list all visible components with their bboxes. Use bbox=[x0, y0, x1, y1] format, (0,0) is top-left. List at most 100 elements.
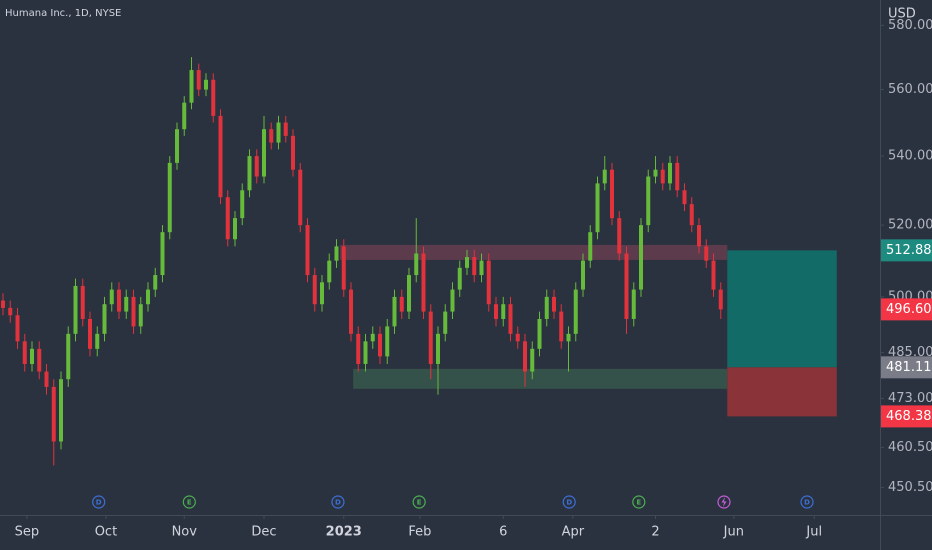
candle-body bbox=[117, 289, 121, 312]
layer-zones bbox=[340, 244, 837, 417]
candle-body bbox=[428, 311, 433, 364]
candle-body bbox=[588, 232, 593, 261]
candle-body bbox=[1, 300, 5, 308]
candle-body bbox=[465, 257, 469, 268]
candle-body bbox=[73, 285, 78, 334]
y-tick-label: 520.00 bbox=[888, 218, 932, 233]
lightning bbox=[721, 497, 727, 507]
event-circle bbox=[412, 495, 426, 509]
y-tick-label: 580.00 bbox=[888, 18, 932, 33]
candle-body bbox=[378, 333, 382, 357]
candle-body bbox=[370, 333, 375, 342]
x-tick-label: 2023 bbox=[326, 525, 362, 540]
price-label: 481.11 bbox=[886, 360, 932, 375]
candle-body bbox=[450, 289, 455, 312]
candle-body bbox=[617, 218, 622, 254]
candle-body bbox=[131, 296, 136, 327]
candle-body bbox=[138, 304, 143, 327]
candle-body bbox=[30, 348, 34, 364]
candle-body bbox=[175, 129, 179, 163]
candle-body bbox=[610, 169, 614, 219]
candle-body bbox=[573, 289, 578, 334]
candle-body bbox=[66, 333, 71, 380]
candle-body bbox=[595, 183, 600, 233]
candle-body bbox=[508, 304, 513, 334]
layer-candles bbox=[1, 57, 723, 466]
candle-body bbox=[44, 371, 49, 387]
candle-body bbox=[530, 348, 535, 372]
candle-body bbox=[102, 304, 107, 334]
candle-body bbox=[602, 169, 607, 184]
candle-body bbox=[436, 333, 440, 364]
candle-body bbox=[675, 162, 680, 191]
price-label-bg bbox=[881, 298, 932, 321]
candle-body bbox=[153, 275, 158, 290]
event-label: E bbox=[187, 499, 192, 507]
candle-body bbox=[566, 333, 571, 342]
candle-body bbox=[486, 260, 491, 305]
event-label: D bbox=[335, 499, 341, 507]
candle-body bbox=[196, 70, 201, 90]
event-circle bbox=[800, 495, 814, 509]
y-tick-label: 450.50 bbox=[888, 480, 932, 495]
candle-body bbox=[443, 311, 448, 334]
candle-body bbox=[414, 253, 419, 276]
event-label: E bbox=[636, 499, 641, 507]
candle-body bbox=[697, 225, 701, 247]
candle-body bbox=[689, 204, 694, 226]
candle-body bbox=[407, 275, 411, 312]
candle-body bbox=[305, 225, 310, 276]
target-box bbox=[727, 250, 837, 368]
candle-body bbox=[59, 379, 63, 442]
candle-body bbox=[704, 246, 709, 261]
candle-body bbox=[479, 260, 484, 276]
candle-body bbox=[211, 79, 216, 116]
candle-body bbox=[233, 218, 237, 240]
event-circle bbox=[182, 495, 196, 509]
candle-body bbox=[247, 156, 252, 191]
candle-body bbox=[298, 169, 303, 226]
event-label: E bbox=[417, 499, 422, 507]
candle-body bbox=[8, 307, 13, 316]
candle-body bbox=[182, 102, 187, 130]
candle-body bbox=[559, 311, 564, 342]
candle-body bbox=[167, 162, 172, 233]
candle-body bbox=[88, 318, 92, 349]
candle-body bbox=[624, 253, 629, 319]
event-label: D bbox=[804, 499, 810, 507]
candle-body bbox=[283, 122, 288, 136]
x-tick-label: Dec bbox=[251, 525, 276, 540]
candle-body bbox=[146, 289, 150, 305]
candle-body bbox=[218, 115, 223, 198]
candle-body bbox=[254, 156, 259, 177]
price-label: 496.60 bbox=[886, 302, 932, 317]
candle-body bbox=[341, 246, 346, 290]
candle-body bbox=[189, 70, 194, 103]
candle-body bbox=[544, 296, 549, 319]
candle-body bbox=[718, 289, 723, 310]
candle-body bbox=[320, 282, 324, 305]
zone bbox=[340, 244, 728, 260]
price-label-bg bbox=[881, 405, 932, 428]
zone bbox=[353, 368, 728, 389]
event-circle bbox=[632, 495, 646, 509]
candle-body bbox=[37, 348, 42, 372]
layer-axes: 450.50460.50473.00485.00500.00520.00540.… bbox=[15, 18, 932, 540]
candle-body bbox=[631, 289, 636, 319]
price-label: 468.38 bbox=[886, 409, 932, 424]
candle-body bbox=[711, 260, 716, 290]
event-label: D bbox=[96, 499, 102, 507]
candle-body bbox=[385, 326, 390, 357]
candle-body bbox=[276, 122, 281, 143]
candle-body bbox=[95, 333, 100, 349]
x-tick-label: 6 bbox=[499, 525, 507, 540]
candle-body bbox=[552, 296, 556, 312]
candle-body bbox=[363, 341, 368, 364]
candle-body bbox=[291, 135, 295, 170]
candle-body bbox=[646, 176, 651, 226]
event-circle bbox=[562, 495, 576, 509]
y-tick-label: 540.00 bbox=[888, 149, 932, 164]
candle-body bbox=[124, 296, 129, 312]
candle-body bbox=[523, 341, 527, 372]
x-tick-label: Oct bbox=[95, 525, 117, 540]
